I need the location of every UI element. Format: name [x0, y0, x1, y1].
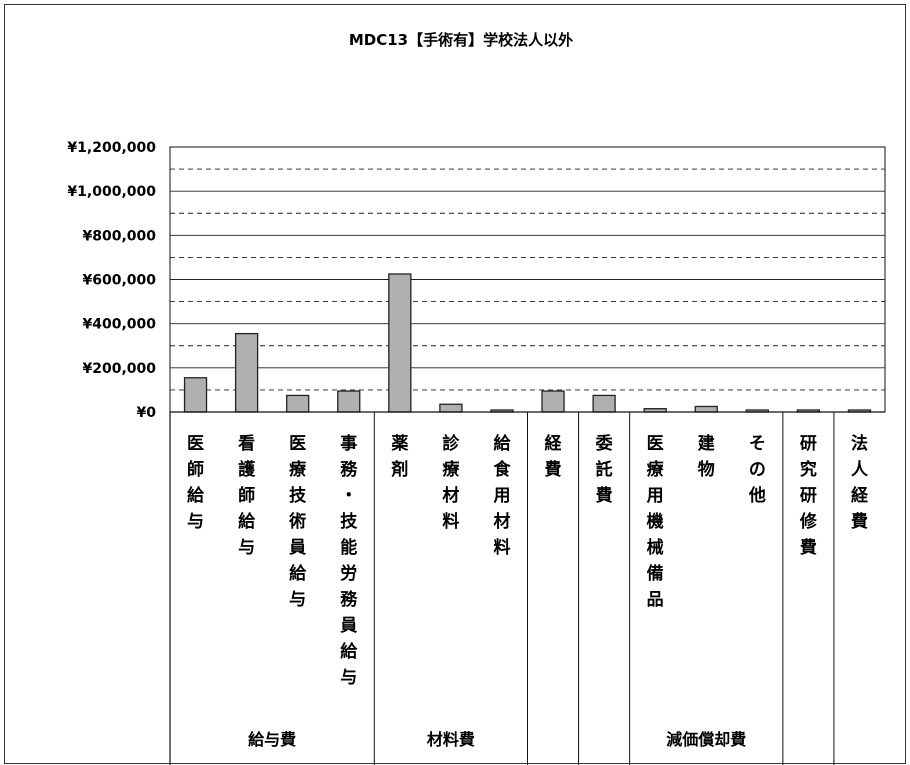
category-label-char: 修 [799, 511, 818, 532]
category-label-char: 与 [340, 668, 357, 688]
group-label: 減価償却費 [666, 730, 746, 749]
bar [337, 390, 361, 413]
category-label-char: 技 [289, 485, 307, 506]
category-label-char: そ [749, 434, 766, 454]
category-label-char: 費 [596, 485, 613, 506]
bar [541, 390, 565, 413]
category-label-char: 人 [851, 460, 869, 480]
bar [183, 377, 208, 413]
category-label-char: 薬 [391, 434, 408, 454]
category-label-char: 医 [187, 434, 204, 454]
category-label-char: 料 [493, 537, 510, 558]
category-label-char: 剤 [390, 459, 408, 480]
y-tick-label: ¥600,000 [82, 273, 156, 289]
category-label-char: 経 [851, 485, 869, 506]
category-label-char: 療 [647, 459, 665, 480]
bar [388, 273, 412, 413]
category-label-char: 看 [237, 433, 255, 454]
category-label-char: 備 [647, 563, 664, 584]
category-label-char: 給 [289, 563, 307, 584]
category-label-char: 診 [442, 433, 460, 454]
category-label-char: 護 [238, 459, 256, 480]
bar [694, 405, 718, 413]
category-label-char: 材 [493, 511, 510, 532]
category-label-char: 与 [289, 590, 306, 610]
category-label-char: 技 [340, 511, 358, 532]
x-axis [169, 411, 885, 765]
category-label-char: 給 [493, 433, 511, 454]
category-label-char: 材 [442, 485, 459, 506]
category-label-char: 医 [289, 434, 306, 454]
category-label-char: 務 [340, 459, 358, 480]
category-label-char: 費 [851, 511, 868, 532]
category-label-char: 他 [748, 485, 766, 506]
group-label: 給与費 [248, 730, 296, 749]
category-label-char: 食 [493, 459, 511, 480]
category-label-char: 給 [238, 511, 256, 532]
bar [286, 394, 310, 413]
group-label: 材料費 [427, 730, 475, 749]
category-label-char: 研 [800, 486, 817, 506]
category-label-char: 務 [340, 589, 358, 610]
category-label-char: 用 [493, 486, 510, 506]
category-label-char: 費 [800, 537, 817, 558]
y-tick-label: ¥1,200,000 [67, 140, 156, 156]
category-label-char: 費 [545, 459, 562, 480]
category-label-char: 法 [851, 433, 868, 454]
y-tick-label: ¥0 [137, 405, 157, 421]
category-label-char: 師 [187, 459, 204, 480]
y-tick-label: ¥400,000 [82, 317, 156, 333]
category-label-char: 建 [698, 433, 715, 454]
category-label-char: 品 [647, 590, 664, 610]
group-labels: 給与費 材料費 減価償却費 [248, 730, 746, 749]
category-label-char: 与 [238, 538, 255, 558]
category-label-char: 給 [187, 485, 205, 506]
category-label-char: 療 [442, 459, 460, 480]
chart-title: MDC13【手術有】学校法人以外 [349, 31, 573, 49]
category-label-char: 医 [647, 434, 664, 454]
y-tick-label: ¥200,000 [82, 361, 156, 377]
gridlines [169, 146, 886, 413]
category-label-char: 員 [288, 538, 306, 558]
y-tick-label: ¥800,000 [82, 228, 156, 244]
category-label-char: 能 [340, 537, 357, 558]
category-label-char: 究 [800, 459, 817, 480]
category-label-char: 機 [647, 511, 664, 532]
category-label-char: の [749, 460, 766, 480]
chart-frame: MDC13【手術有】学校法人以外 ¥0 ¥200,000 ¥400,000 ¥600,… [4, 4, 906, 765]
category-label-char: 物 [698, 459, 715, 480]
category-label-char: ・ [340, 486, 357, 506]
y-axis-ticks: ¥0 ¥200,000 ¥400,000 ¥600,000 ¥800,000 ¥1,000… [67, 140, 156, 421]
y-tick-label: ¥1,000,000 [67, 184, 156, 200]
bar-chart: MDC13【手術有】学校法人以外 ¥0 ¥200,000 ¥400,000 ¥600,… [67, 31, 886, 765]
category-labels: 医師給与看護師給与医療技術員給与事務・技能労務員給与薬剤診療材料給食用材料経費委… [187, 433, 869, 688]
bar [592, 394, 616, 413]
category-label-char: 術 [288, 511, 306, 532]
category-label-char: 研 [800, 434, 817, 454]
category-label-char: 委 [595, 433, 613, 454]
bars [183, 273, 872, 413]
category-label-char: 労 [340, 563, 357, 584]
category-label-char: 員 [339, 616, 357, 636]
category-label-char: 給 [340, 641, 358, 662]
category-label-char: 料 [442, 511, 459, 532]
category-label-char: 与 [187, 512, 204, 532]
bar [234, 332, 259, 413]
category-label-char: 療 [289, 459, 307, 480]
category-label-char: 事 [340, 434, 357, 454]
category-label-char: 用 [647, 486, 664, 506]
bar [439, 403, 463, 413]
category-label-char: 経 [545, 433, 563, 454]
category-label-char: 師 [238, 485, 255, 506]
category-label-char: 械 [647, 537, 664, 558]
category-label-char: 託 [596, 459, 613, 480]
